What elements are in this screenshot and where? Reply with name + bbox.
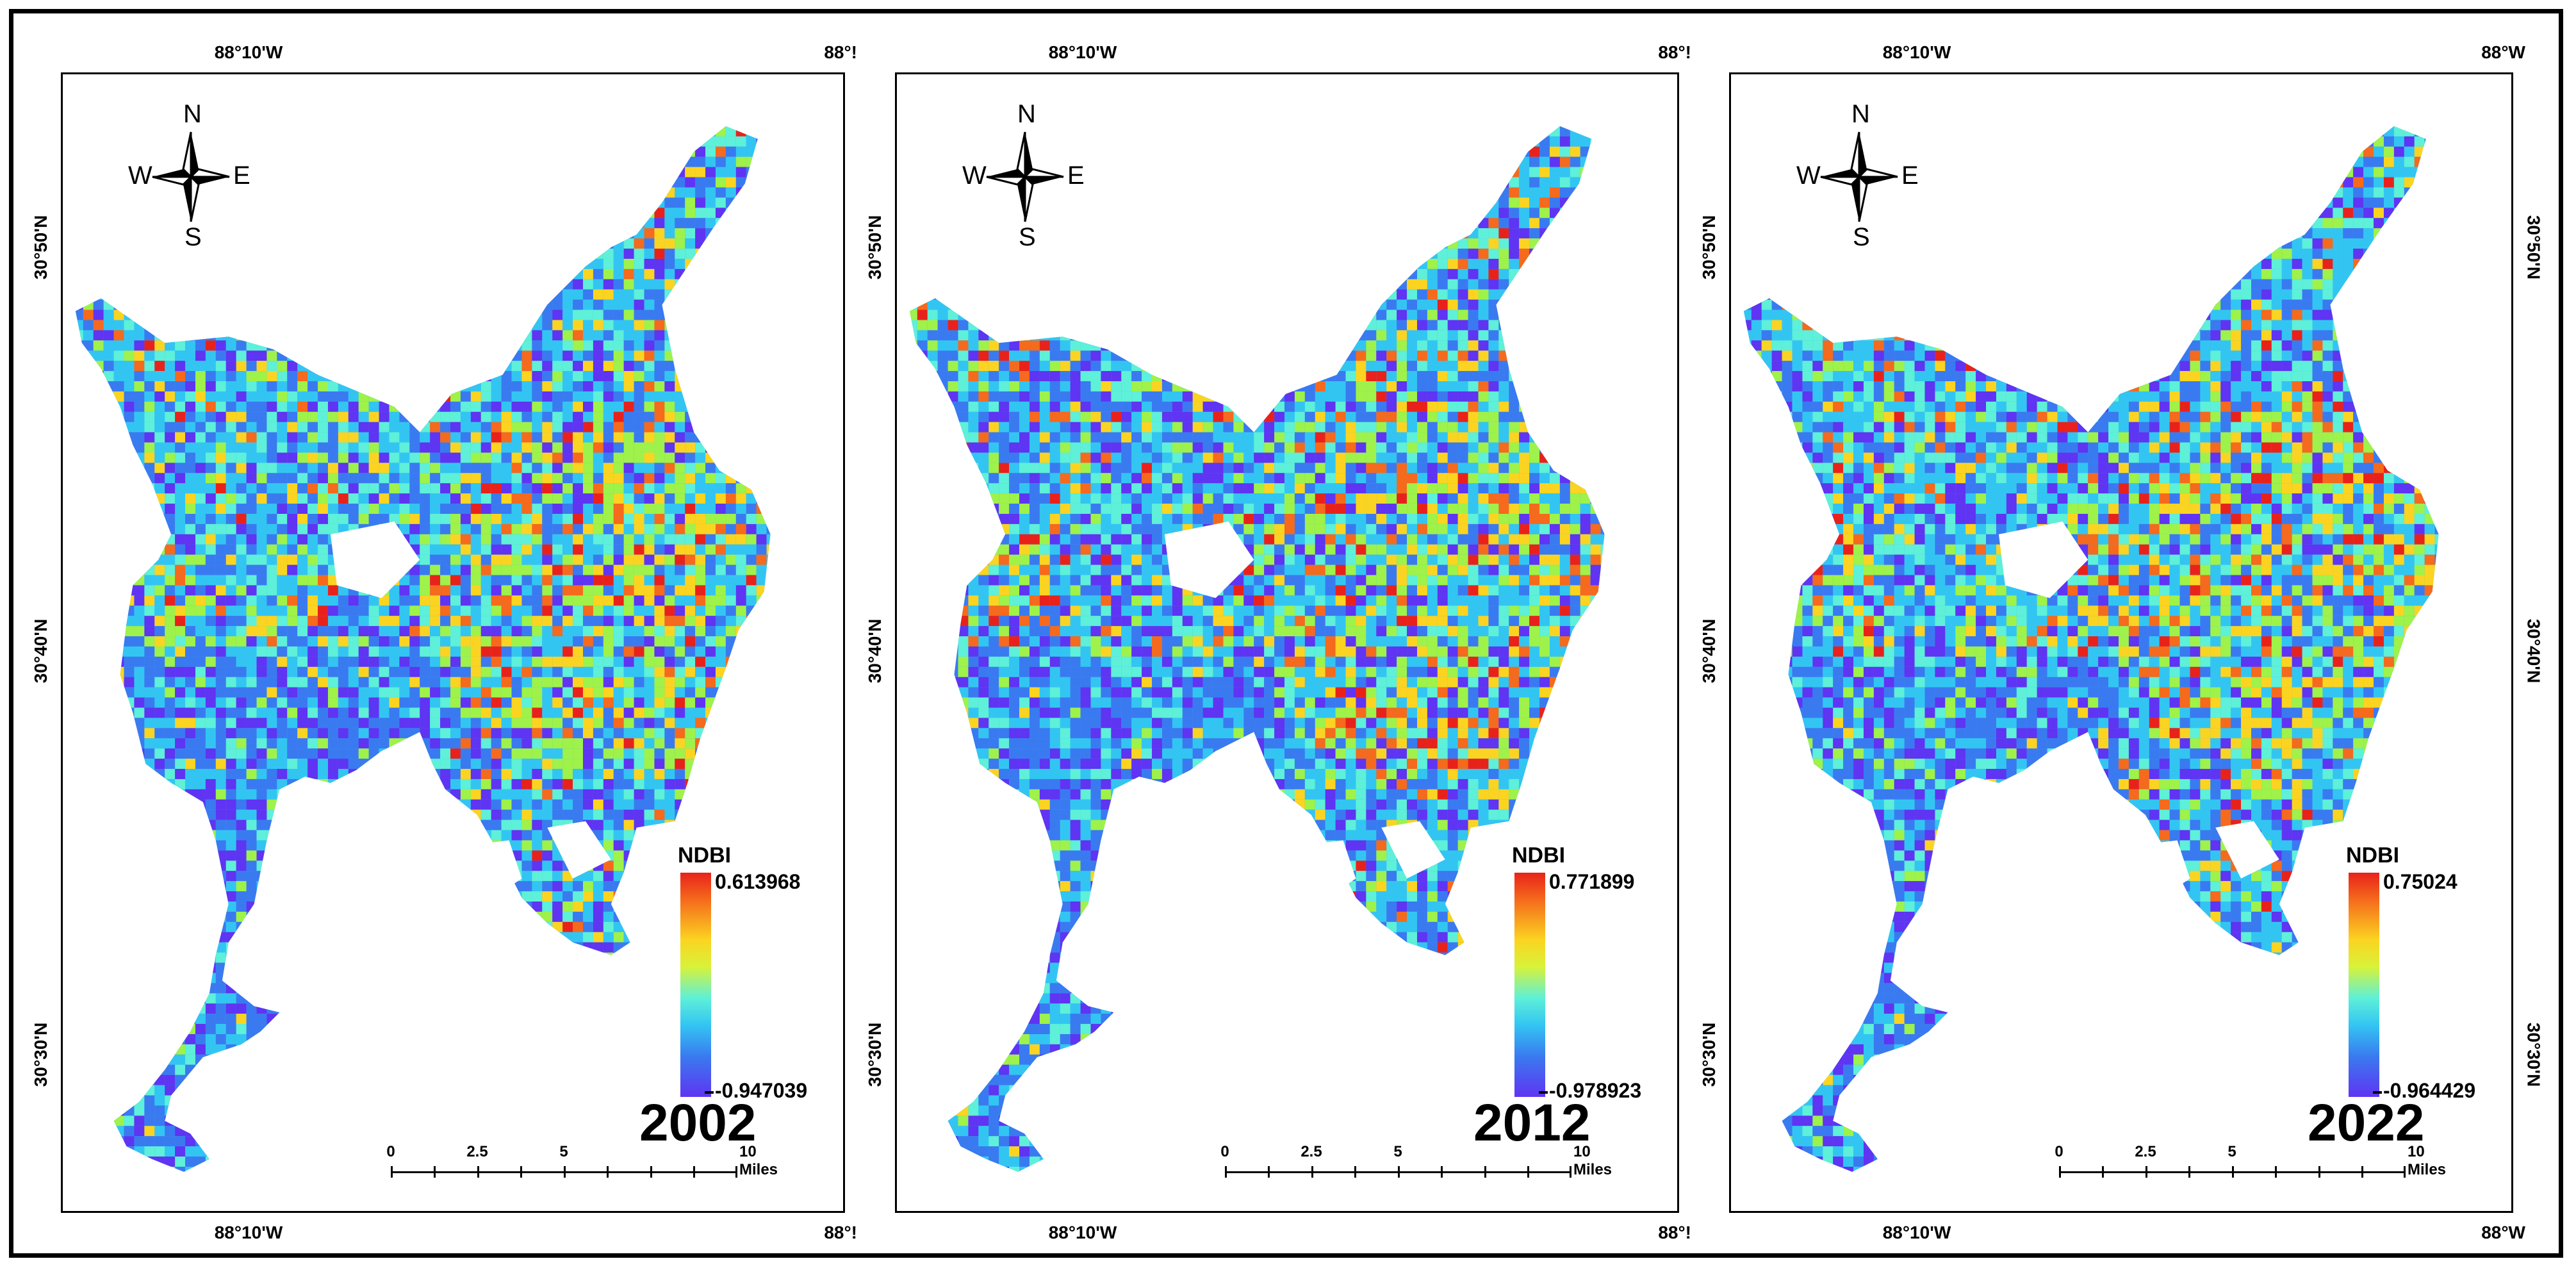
top-longitude-label: 88°10'W [215,42,283,63]
latitude-label-lower: 30°30'N [31,1023,51,1087]
legend-min-value: -0.947039 [705,1079,807,1103]
latitude-label-mid: 30°40'N [1699,619,1719,683]
scale-label-0: 0 [2055,1143,2063,1161]
bottom-longitude-label: 88°10'W [1883,1223,1951,1243]
compass-rose-icon [1820,131,1898,222]
legend-title: NDBI [1512,843,1565,868]
north-arrow-compass: N S E W [114,100,268,251]
compass-s: S [185,223,202,252]
compass-s: S [1853,223,1870,252]
map-panel-2012: 88°10'W 88°! 88°10'W 88°! 30°50'N 30°40'… [865,42,1691,1242]
ndbi-legend: NDBI 0.613968 -0.947039 [678,843,844,1164]
map-panel-2022: 88°10'W 88°W 88°10'W 88°W 30°50'N 30°40'… [1699,42,2543,1242]
legend-max-value: 0.771899 [1549,870,1634,894]
latitude-label-lower: 30°30'N [1699,1023,1719,1087]
scale-label-5: 5 [1393,1143,1402,1161]
compass-n: N [1017,100,1036,129]
legend-color-ramp [680,873,711,1097]
year-label: 2012 [1473,1093,1590,1153]
compass-w: W [962,161,987,190]
north-arrow-compass: N S E W [1782,100,1936,251]
ndbi-map-2002 [75,126,771,1172]
latitude-label-mid: 30°40'N [865,619,885,683]
year-label: 2002 [639,1093,756,1153]
scale-label-2-5: 2.5 [1300,1143,1322,1161]
scale-label-5: 5 [559,1143,568,1161]
scale-bar: 0 2.5 5 10 Miles [1220,1143,1612,1188]
top-longitude-right-label: 88°W [2481,42,2525,63]
latitude-label-lower: 30°30'N [865,1023,885,1087]
scale-label-0: 0 [386,1143,395,1161]
top-longitude-right-label: 88°! [1658,42,1691,63]
latitude-label-upper: 30°50'N [865,215,885,279]
legend-title: NDBI [678,843,731,868]
legend-min-value: -0.978923 [1539,1079,1641,1103]
scale-bar: 0 2.5 5 10 Miles [386,1143,778,1188]
scale-label-10-miles: 10 Miles [739,1143,778,1179]
legend-min-value: -0.964429 [2373,1079,2475,1103]
scale-bar: 0 2.5 5 10 Miles [2055,1143,2446,1188]
bottom-longitude-right-label: 88°! [1658,1223,1691,1243]
compass-e: E [1067,161,1085,190]
legend-color-ramp [2349,873,2379,1097]
right-latitude-label-mid: 30°40'N [2523,619,2543,683]
top-longitude-label: 88°10'W [1049,42,1117,63]
latitude-label-mid: 30°40'N [31,619,51,683]
scale-label-5: 5 [2227,1143,2236,1161]
scale-label-10-miles: 10 Miles [2408,1143,2446,1179]
ndbi-map-2022 [1743,126,2439,1172]
legend-max-value: 0.75024 [2383,870,2457,894]
top-longitude-label: 88°10'W [1883,42,1951,63]
bottom-longitude-label: 88°10'W [1049,1223,1117,1243]
compass-s: S [1019,223,1036,252]
bottom-longitude-right-label: 88°! [824,1223,857,1243]
latitude-label-upper: 30°50'N [1699,215,1719,279]
compass-rose-icon [152,131,230,222]
compass-w: W [128,161,152,190]
compass-rose-icon [986,131,1064,222]
latitude-label-upper: 30°50'N [31,215,51,279]
legend-max-value: 0.613968 [715,870,800,894]
ndbi-map-2012 [909,126,1605,1172]
bottom-longitude-label: 88°10'W [215,1223,283,1243]
north-arrow-compass: N S E W [948,100,1102,251]
ndbi-legend: NDBI 0.771899 -0.978923 [1512,843,1678,1164]
scale-label-2-5: 2.5 [2135,1143,2156,1161]
bottom-longitude-right-label: 88°W [2481,1223,2525,1243]
compass-e: E [233,161,250,190]
scale-label-0: 0 [1220,1143,1229,1161]
right-latitude-label-upper: 30°50'N [2523,215,2543,279]
compass-n: N [1851,100,1870,129]
right-latitude-label-lower: 30°30'N [2523,1023,2543,1087]
legend-title: NDBI [2346,843,2399,868]
ndbi-map-figure: 88°10'W 88°! 88°10'W 88°! 30°50'N 30°40'… [9,9,2563,1258]
map-panel-2002: 88°10'W 88°! 88°10'W 88°! 30°50'N 30°40'… [31,42,857,1242]
compass-w: W [1796,161,1821,190]
legend-color-ramp [1514,873,1545,1097]
compass-e: E [1901,161,1919,190]
ndbi-legend: NDBI 0.75024 -0.964429 [2346,843,2513,1164]
year-label: 2022 [2308,1093,2424,1153]
compass-n: N [183,100,202,129]
scale-label-10-miles: 10 Miles [1573,1143,1612,1179]
top-longitude-right-label: 88°! [824,42,857,63]
scale-label-2-5: 2.5 [466,1143,488,1161]
